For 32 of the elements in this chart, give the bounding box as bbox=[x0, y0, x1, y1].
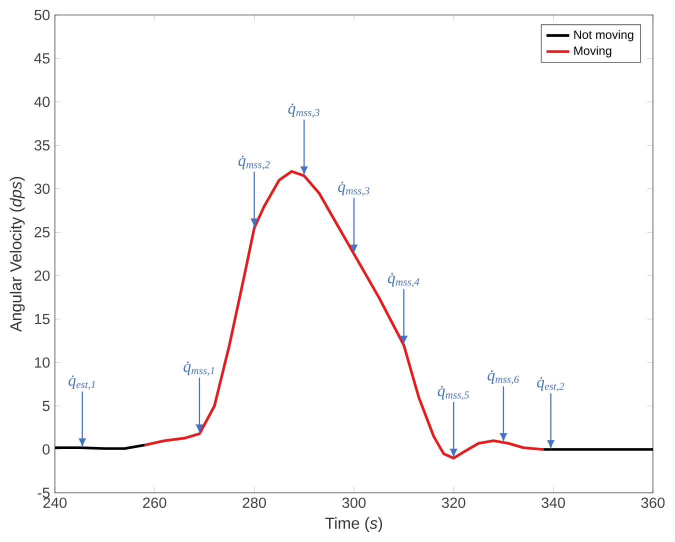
annotation: q̇$_{mss,3}$ bbox=[288, 104, 320, 118]
y-tick-label: 40 bbox=[34, 96, 50, 108]
annotation: q̇$_{mss,5}$ bbox=[438, 386, 469, 400]
annotation: q̇$_{mss,1}$ bbox=[184, 362, 214, 376]
annotation: q̇$_{mss,4}$ bbox=[388, 272, 420, 288]
x-axis-title: Time (s) bbox=[325, 517, 382, 532]
y-tick-label: 50 bbox=[34, 10, 50, 20]
y-tick-label: 35 bbox=[34, 140, 50, 151]
legend-label: Not moving bbox=[574, 30, 634, 42]
y-tick-label: 10 bbox=[35, 357, 50, 368]
x-tick-label: 260 bbox=[143, 498, 166, 508]
y-tick-label: 25 bbox=[34, 227, 50, 238]
annotation: q̇$_{mss,6}$ bbox=[488, 370, 520, 385]
y-tick-label: 45 bbox=[34, 53, 50, 64]
x-tick-label: 280 bbox=[242, 498, 266, 508]
y-tick-label: 20 bbox=[34, 270, 50, 281]
y-axis-title: Angular Velocity (dps) bbox=[10, 177, 25, 332]
y-tick-label: 5 bbox=[42, 400, 50, 412]
x-tick-label: 320 bbox=[442, 498, 466, 508]
x-tick-label: 300 bbox=[342, 498, 366, 508]
legend-label: Moving bbox=[574, 46, 612, 58]
x-tick-label: 240 bbox=[43, 498, 67, 508]
annotation: q̇$_{est,1}$ bbox=[68, 376, 95, 390]
annotation: q̇$_{mss,3}$ bbox=[338, 182, 370, 196]
y-tick-label: -5 bbox=[38, 488, 50, 498]
x-tick-label: 340 bbox=[542, 498, 565, 508]
y-tick-label: 30 bbox=[34, 184, 50, 194]
y-tick-label: 0 bbox=[42, 444, 50, 455]
x-tick-label: 360 bbox=[641, 498, 665, 508]
y-tick-label: 15 bbox=[35, 314, 50, 324]
annotation: q̇$_{mss,2}$ bbox=[238, 156, 270, 170]
annotation: q̇$_{est,2}$ bbox=[537, 377, 564, 392]
